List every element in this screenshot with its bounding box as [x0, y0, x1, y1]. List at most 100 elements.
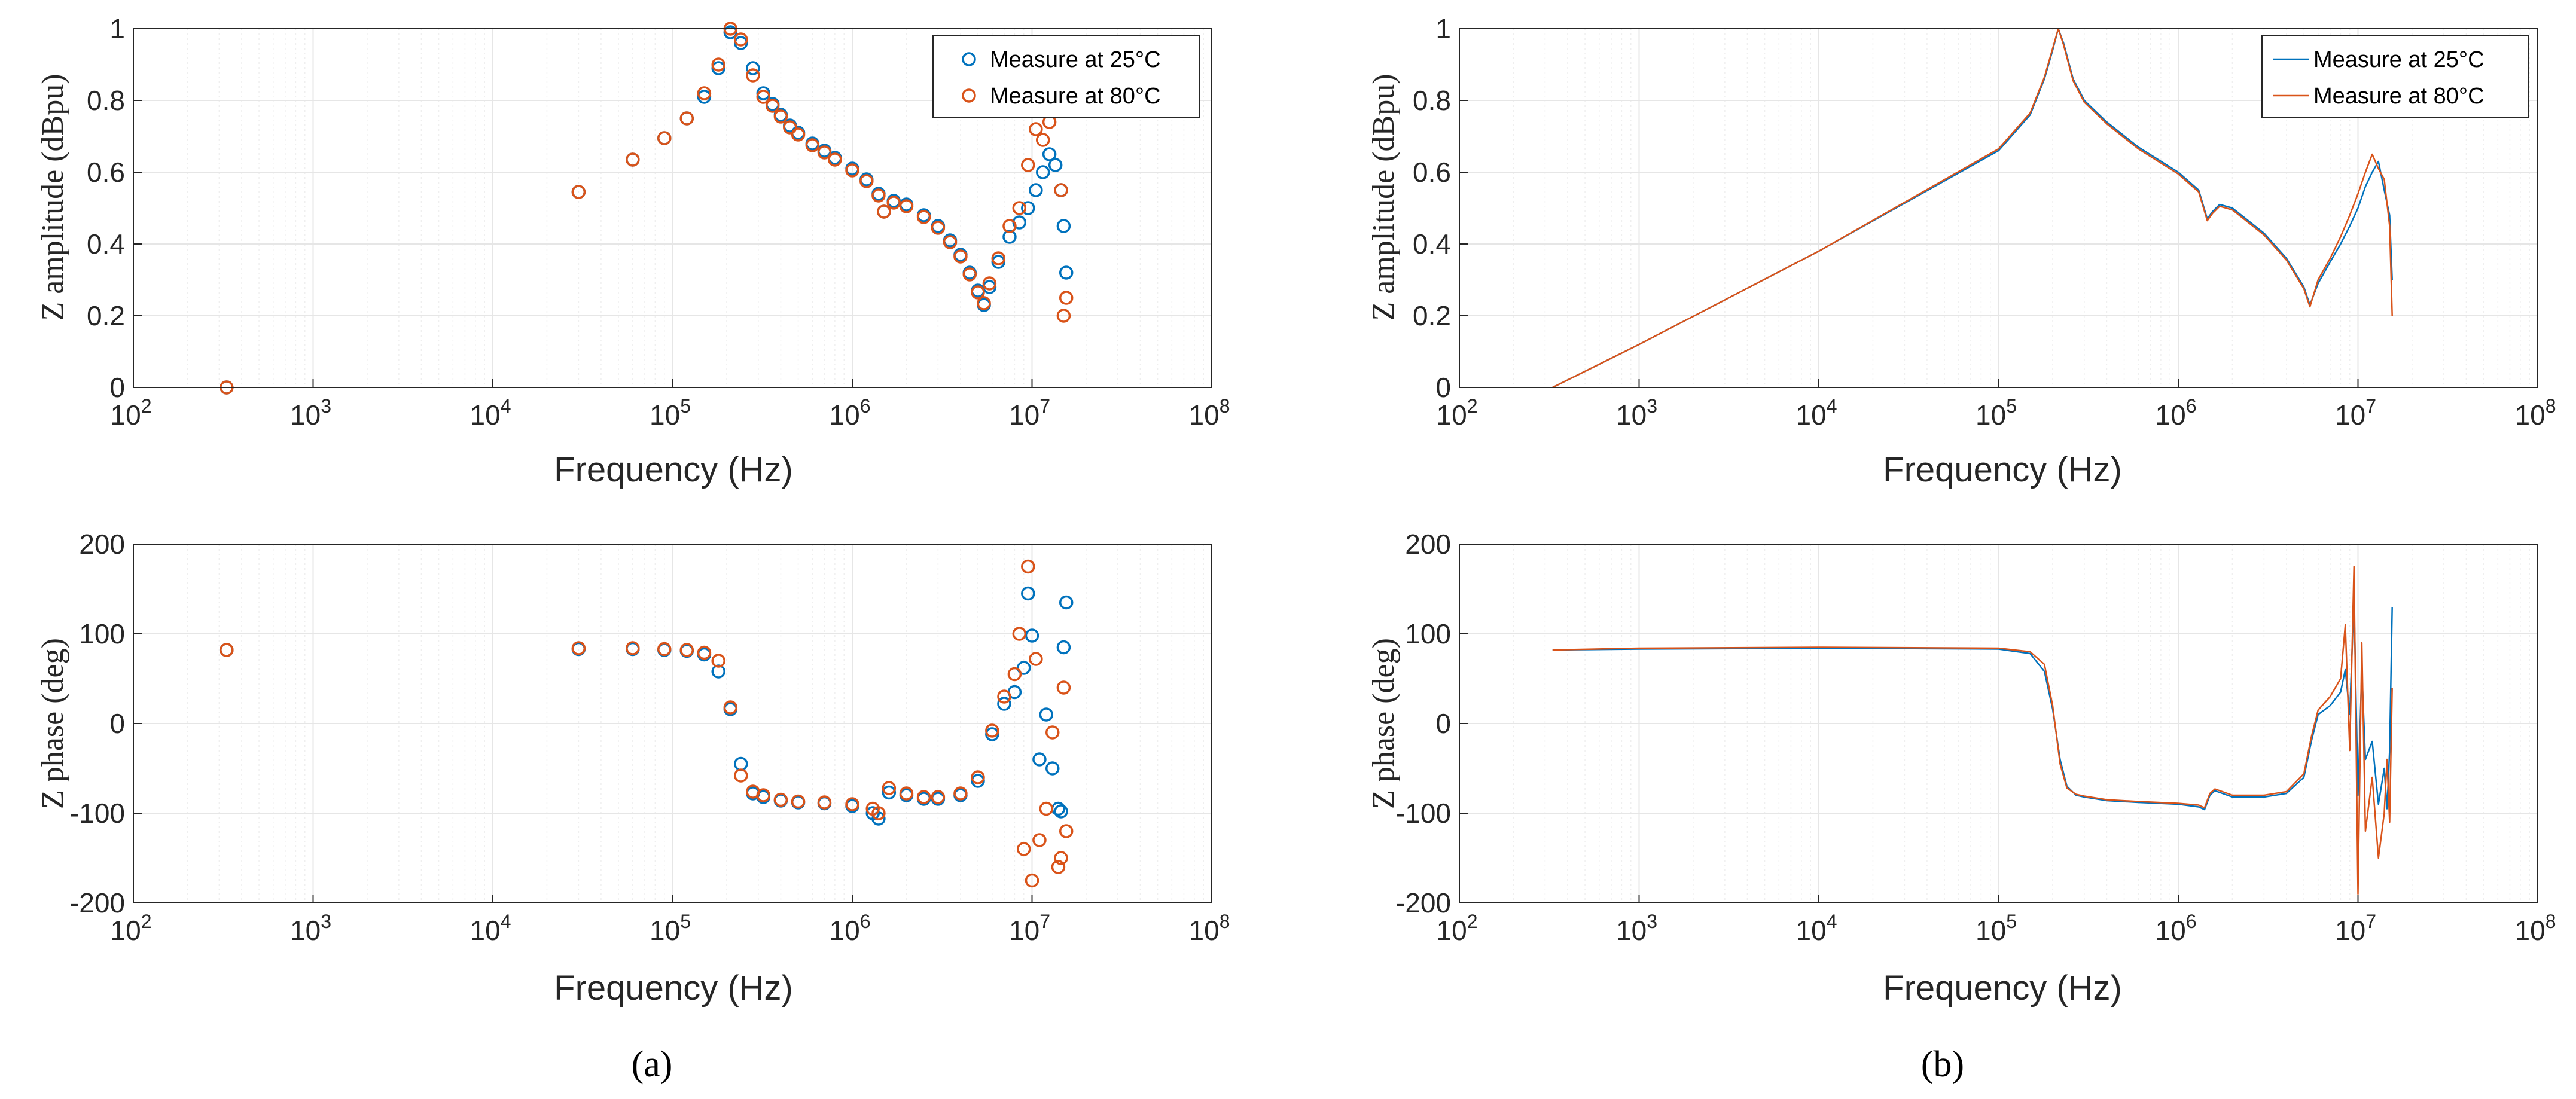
a-bottom-point-80c	[845, 797, 859, 811]
a-bottom-x-tick-label: 108	[1189, 911, 1230, 946]
a-top-point-25c	[1048, 158, 1063, 172]
a-bottom-point-80c	[1059, 824, 1074, 838]
a-top-point-25c	[1059, 265, 1074, 280]
panel-label-b: (b)	[1921, 1044, 1964, 1085]
legend-b: Measure at 25°C Measure at 80°C	[2261, 35, 2529, 118]
legend-a: Measure at 25°C Measure at 80°C	[932, 35, 1200, 118]
b-bottom-x-tick-label: 103	[1616, 911, 1657, 946]
a-bottom-point-80c	[916, 790, 931, 804]
a-bottom-point-80c	[871, 806, 886, 820]
a-top-xlabel: Frequency (Hz)	[554, 450, 793, 489]
a-bottom-point-80c	[711, 654, 725, 668]
a-top-point-80c	[991, 251, 1006, 265]
legend-a-label-25: Measure at 25°C	[990, 47, 1161, 72]
a-top-point-80c	[571, 185, 586, 199]
a-top-point-80c	[1002, 219, 1017, 233]
a-top-point-80c	[982, 276, 997, 291]
a-top-ylabel: Z amplitude (dBpu)	[36, 74, 70, 320]
a-top-point-80c	[679, 111, 694, 126]
a-top-frame	[133, 28, 1212, 388]
a-top-point-80c	[962, 267, 977, 282]
a-bottom-point-80c	[697, 645, 712, 660]
b-bottom-y-tick-label: -100	[1396, 798, 1451, 829]
a-bottom-point-80c	[1056, 680, 1071, 695]
b-top-y-tick-label: 1	[1435, 13, 1451, 44]
a-bottom-point-80c	[882, 781, 897, 795]
b-top-line-80c	[1552, 28, 2393, 389]
a-top-point-80c	[734, 32, 748, 47]
b-top-y-tick-label: 0.4	[1413, 228, 1451, 260]
a-bottom-xlabel: Frequency (Hz)	[554, 969, 793, 1008]
b-bottom-x-tick-label: 105	[1976, 911, 2017, 946]
legend-b-box	[2261, 35, 2529, 118]
b-top-ylabel: Z amplitude (dBpu)	[1367, 74, 1401, 320]
a-top-point-25c	[1029, 183, 1043, 197]
a-bottom-point-25c	[1039, 707, 1054, 722]
a-top-point-25c	[1035, 165, 1050, 179]
a-bottom-point-80c	[899, 786, 914, 801]
a-top-point-80c	[971, 285, 985, 300]
a-top-point-80c	[1059, 291, 1074, 305]
a-top-point-80c	[916, 210, 931, 224]
a-bottom-y-tick-label: 100	[79, 618, 125, 649]
a-bottom-point-80c	[1016, 842, 1031, 856]
a-bottom-y-tick-label: 0	[109, 708, 125, 739]
a-top-point-80c	[977, 296, 991, 310]
a-top-point-80c	[828, 152, 842, 167]
a-bottom-point-80c	[723, 700, 738, 715]
a-top-point-80c	[1054, 183, 1068, 197]
plot-b-phase: 102 103 104 105 106 107 108 -200 -100 0 100 200	[1396, 529, 2556, 946]
a-top-point-25c	[1056, 219, 1071, 233]
b-top-xlabel: Frequency (Hz)	[1883, 450, 2122, 489]
b-top-x-tick-label: 108	[2515, 395, 2556, 431]
legend-a-marker-25	[962, 52, 976, 66]
a-top-y-tick-label: 0.8	[87, 85, 125, 116]
a-bottom-point-80c	[1054, 851, 1068, 865]
a-bottom-point-80c	[817, 795, 832, 810]
a-top-point-80c	[877, 204, 891, 219]
a-bottom-point-80c	[756, 788, 771, 802]
a-bottom-point-80c	[626, 641, 640, 655]
a-bottom-x-tick-label: 102	[111, 911, 152, 946]
b-bottom-x-tick-label: 104	[1796, 911, 1837, 946]
b-top-x-tick-label: 107	[2335, 395, 2376, 431]
a-bottom-x-tick-label: 104	[470, 911, 511, 946]
a-bottom-x-tick-label: 105	[650, 911, 691, 946]
a-bottom-point-25c	[1054, 804, 1068, 819]
a-top-point-80c	[899, 199, 914, 213]
a-top-point-80c	[765, 99, 780, 113]
a-bottom-point-80c	[1029, 652, 1043, 666]
a-top-x-tick-label: 108	[1189, 395, 1230, 431]
b-top-x-tick-label: 105	[1976, 395, 2017, 431]
a-bottom-point-80c	[657, 642, 672, 657]
a-top-x-tick-label: 103	[290, 395, 331, 431]
a-bottom-y-tick-label: 200	[79, 529, 125, 560]
a-top-point-80c	[1012, 201, 1027, 215]
a-top-x-tick-label: 105	[650, 395, 691, 431]
a-bottom-point-80c	[734, 768, 748, 783]
a-bottom-point-80c	[1032, 833, 1047, 847]
b-bottom-x-tick-label: 102	[1437, 911, 1478, 946]
a-top-point-80c	[1021, 158, 1035, 172]
a-top-point-80c	[805, 138, 820, 152]
a-top-x-tick-label: 107	[1009, 395, 1050, 431]
b-bottom-frame	[1459, 544, 2538, 903]
a-bottom-point-80c	[1045, 725, 1060, 740]
b-top-y-tick-label: 0.6	[1413, 157, 1451, 188]
a-bottom-point-25c	[882, 785, 897, 800]
a-bottom-point-80c	[997, 689, 1011, 704]
a-top-point-80c	[783, 120, 797, 135]
a-bottom-point-25c	[1045, 761, 1060, 776]
a-bottom-point-80c	[1051, 860, 1066, 874]
a-bottom-frame	[133, 544, 1212, 903]
a-top-point-25c	[746, 61, 760, 75]
b-top-y-tick-label: 0	[1435, 372, 1451, 403]
a-bottom-point-80c	[220, 643, 234, 657]
b-bottom-line-80c	[1552, 566, 2393, 895]
a-bottom-x-tick-label: 103	[290, 911, 331, 946]
a-top-x-tick-label: 102	[111, 395, 152, 431]
a-bottom-y-tick-label: -100	[70, 798, 125, 829]
a-bottom-y-tick-label: -200	[70, 887, 125, 918]
a-bottom-point-25c	[1056, 640, 1071, 655]
